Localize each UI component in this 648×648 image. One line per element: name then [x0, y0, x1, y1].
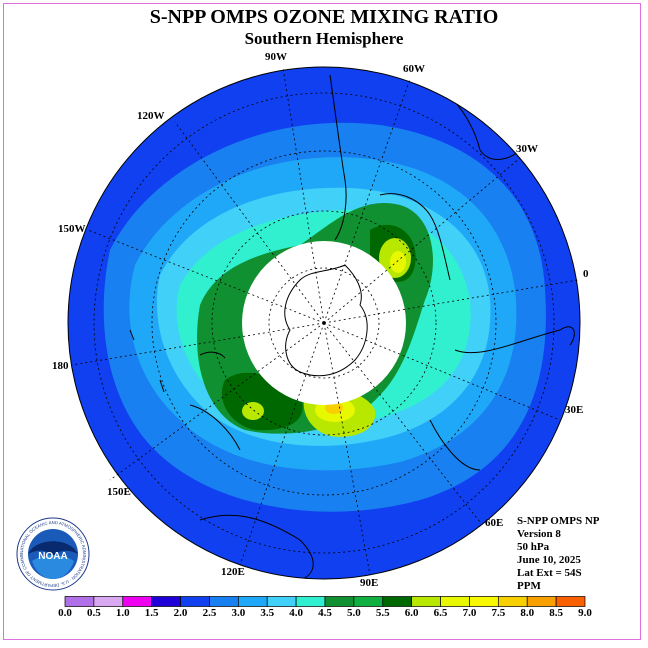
colorbar-swatch-4.5: [324, 596, 355, 607]
colorbar-label: 4.5: [318, 607, 332, 619]
lon-label-30w: 30W: [516, 143, 538, 155]
contour-6.0-b: [390, 251, 406, 273]
colorbar-swatch-0.0: [64, 596, 95, 607]
colorbar-swatch-2.0: [180, 596, 210, 607]
colorbar-label: 5.5: [375, 607, 390, 619]
colorbar-swatch-6.0: [411, 596, 441, 607]
colorbar-label: 1.0: [115, 607, 130, 619]
colorbar-swatch-3.5: [266, 596, 297, 607]
colorbar-swatch-2.5: [209, 596, 239, 607]
lon-label-0: 0: [583, 268, 589, 280]
lon-label-30e: 30E: [565, 404, 584, 416]
colorbar-swatch-7.0: [469, 596, 499, 607]
colorbar-swatch-6.5: [440, 596, 470, 607]
colorbar-swatch-8.5: [555, 596, 586, 607]
lon-label-150e: 150E: [107, 486, 131, 498]
colorbar-label: 0.0: [58, 607, 72, 619]
map-subtitle: Southern Hemisphere: [244, 29, 404, 48]
colorbar-label: 2.5: [202, 607, 217, 619]
ozone-field: [68, 67, 580, 579]
lon-label-60w: 60W: [403, 63, 425, 75]
contour-5.5-c: [242, 402, 264, 420]
colorbar-swatch-8.0: [526, 596, 557, 607]
colorbar: [64, 596, 586, 607]
colorbar-label: 8.0: [520, 607, 535, 619]
info-lat-ext: Lat Ext = 54S: [517, 567, 582, 579]
colorbar-label: 6.0: [404, 607, 419, 619]
colorbar-label: 7.5: [491, 607, 506, 619]
colorbar-swatch-7.5: [497, 596, 528, 607]
map-boundary: [67, 66, 581, 580]
page-frame: [3, 3, 641, 640]
info-version: Version 8: [517, 528, 561, 540]
colorbar-label: 5.0: [347, 607, 361, 619]
colorbar-label: 1.5: [144, 607, 159, 619]
lon-label-90w: 90W: [265, 51, 287, 63]
noaa-logo: NOAA NATIONAL OCEANIC AND ATMOSPHERIC AD…: [16, 517, 90, 591]
colorbar-labels: 0.0 0.5 1.0 1.5 2.0 2.5 3.0 3.5 4.0 4.5 5.0 5.5 6.0 6…: [0, 607, 648, 621]
colorbar-swatch-4.0: [295, 596, 326, 607]
lon-label-60e: 60E: [485, 517, 504, 529]
colorbar-swatch-0.5: [93, 596, 124, 607]
map-title: S-NPP OMPS OZONE MIXING RATIO: [149, 6, 499, 28]
colorbar-label: 3.0: [231, 607, 246, 619]
info-block: S-NPP OMPS NP Version 8 50 hPa June 10, …: [517, 515, 600, 593]
colorbar-swatch-5.5: [382, 596, 413, 607]
colorbar-label: 7.0: [462, 607, 477, 619]
colorbar-swatch-1.0: [122, 596, 153, 607]
lon-label-180: 180: [52, 360, 69, 372]
south-pole-marker: [322, 321, 326, 325]
info-units: PPM: [517, 580, 541, 592]
colorbar-label: 9.0: [578, 607, 592, 619]
colorbar-swatch-3.0: [237, 596, 268, 607]
graticule: [71, 67, 579, 576]
noaa-logo-text: NOAA: [38, 551, 67, 562]
colorbar-label: 3.5: [260, 607, 275, 619]
colorbar-label: 2.0: [173, 607, 188, 619]
lon-label-90e: 90E: [360, 577, 379, 589]
lon-label-120e: 120E: [221, 566, 245, 578]
info-pressure: 50 hPa: [517, 541, 550, 553]
lon-label-120w: 120W: [137, 110, 165, 122]
info-date: June 10, 2025: [517, 554, 581, 566]
colorbar-label: 8.5: [549, 607, 563, 619]
colorbar-label: 6.5: [433, 607, 448, 619]
colorbar-swatch-1.5: [151, 596, 181, 607]
colorbar-swatch-5.0: [353, 596, 384, 607]
colorbar-label: 0.5: [87, 607, 101, 619]
contour-6.5: [325, 402, 343, 414]
lon-label-150w: 150W: [58, 223, 86, 235]
info-instrument: S-NPP OMPS NP: [517, 515, 600, 527]
colorbar-label: 4.0: [289, 607, 303, 619]
contour-4.0-c: [431, 317, 449, 339]
